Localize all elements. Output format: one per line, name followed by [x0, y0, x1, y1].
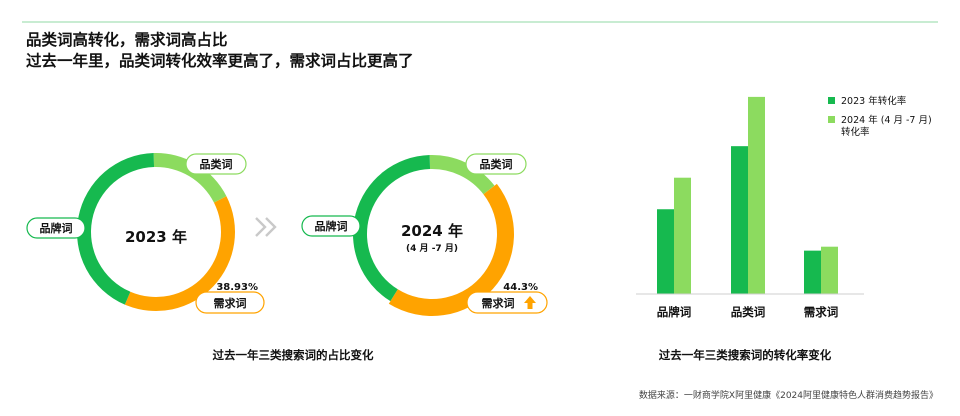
donut-slice-需求词 — [124, 196, 235, 311]
donut-slice-品牌词 — [353, 155, 431, 302]
donut-2024-center-title: 2024 年 — [401, 222, 463, 240]
arrow-up-icon — [524, 296, 536, 309]
legend-label-2024-line: 转化率 — [841, 126, 870, 138]
legend-swatch-2023 — [828, 97, 835, 104]
headline: 品类词高转化，需求词高占比 过去一年里，品类词转化效率更高了，需求词占比更高了 — [26, 30, 414, 72]
donut-2024-tag-brand: 品牌词 — [301, 215, 361, 237]
donut-slice-品类词 — [153, 153, 227, 203]
bar-品类词-series-0 — [731, 146, 748, 294]
donut-2023: 2023 年 品类词 品牌词 38.93% 需求词 — [26, 153, 265, 314]
legend-label-2024-line: 2024 年 (4 月 -7 月) — [841, 114, 932, 126]
bar-品类词-series-1 — [748, 96, 765, 294]
legend-label-2023: 2023 年转化率 — [841, 95, 907, 107]
donut-2024-tag-category-label: 品类词 — [480, 157, 513, 171]
legend-swatch-2024 — [828, 116, 835, 123]
donut-2024-value-label: 44.3% — [503, 282, 538, 293]
bar-chart-bars — [657, 96, 838, 294]
donut-2023-tag-brand: 品牌词 — [26, 217, 86, 239]
donut-2023-tag-category-label: 品类词 — [200, 157, 233, 171]
donut-slice-需求词 — [388, 183, 514, 316]
donut-slice-品牌词 — [77, 153, 155, 305]
donut-2024: 2024 年 (4 月 -7 月) 品类词 品牌词 44.3% 需求词 — [301, 153, 548, 316]
bar-chart-categories: 品牌词 品类词 需求词 — [657, 305, 839, 319]
double-chevron-right-icon — [255, 217, 277, 237]
bar-需求词-series-0 — [804, 250, 821, 294]
bar-chart: 品牌词 品类词 需求词 2023 年转化率 2024 年 (4 月 -7 月)转化率 — [636, 95, 932, 319]
donut-chart-title: 过去一年三类搜索词的占比变化 — [213, 348, 374, 362]
donut-2024-tag-need: 需求词 — [466, 291, 548, 314]
donut-2024-tag-brand-label: 品牌词 — [315, 219, 348, 233]
headline-line-1: 品类词高转化，需求词高占比 — [26, 31, 228, 49]
bar-category-label: 品类词 — [731, 305, 766, 319]
donut-2023-tag-category: 品类词 — [185, 153, 247, 175]
donut-2024-tag-category: 品类词 — [465, 153, 527, 175]
bar-category-label: 需求词 — [804, 305, 839, 319]
donut-2024-tag-need-label: 需求词 — [482, 296, 515, 310]
donut-2023-value-label: 38.93% — [216, 282, 258, 293]
legend-label-2024: 2024 年 (4 月 -7 月)转化率 — [841, 114, 932, 138]
bar-category-label: 品牌词 — [657, 305, 692, 319]
bar-需求词-series-1 — [821, 246, 838, 294]
donut-2024-center-subtitle: (4 月 -7 月) — [406, 243, 458, 254]
donut-2023-slices — [77, 153, 235, 311]
bar-品牌词-series-0 — [657, 209, 674, 294]
headline-line-2: 过去一年里，品类词转化效率更高了，需求词占比更高了 — [26, 52, 414, 70]
data-source-note: 数据来源：一财商学院X阿里健康《2024阿里健康特色人群消费趋势报告》 — [638, 391, 938, 401]
bar-chart-title: 过去一年三类搜索词的转化率变化 — [659, 348, 832, 362]
bar-legend: 2023 年转化率 2024 年 (4 月 -7 月)转化率 — [828, 95, 932, 138]
donut-2023-center-title: 2023 年 — [125, 228, 187, 246]
top-divider — [22, 21, 938, 23]
donut-slice-品类词 — [429, 155, 495, 195]
donut-2023-tag-need: 需求词 — [195, 291, 265, 314]
donut-2023-tag-brand-label: 品牌词 — [40, 221, 73, 235]
donut-2024-slices — [353, 155, 514, 316]
donut-2023-tag-need-label: 需求词 — [214, 296, 247, 310]
bar-品牌词-series-1 — [674, 177, 691, 294]
